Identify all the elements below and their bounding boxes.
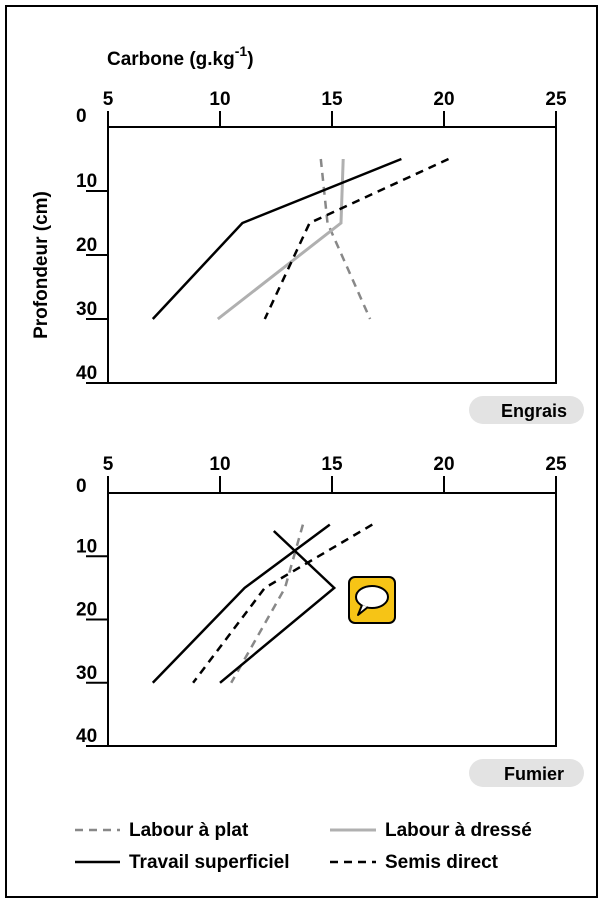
legend-label-travail-superficiel: Travail superficiel bbox=[129, 852, 290, 873]
legend-item-semis-direct: Semis direct bbox=[330, 852, 499, 873]
panel-badge-engrais: Engrais bbox=[469, 396, 584, 424]
y-tick-label: 40 bbox=[76, 363, 97, 384]
x-tick-label: 20 bbox=[433, 89, 454, 110]
y-tick-label: 40 bbox=[76, 726, 97, 747]
plot-frame bbox=[107, 492, 557, 747]
series-line-travail-superficiel bbox=[219, 530, 337, 684]
x-axis-title: Carbone (g.kg-1) bbox=[107, 43, 254, 70]
x-tick-label: 10 bbox=[209, 454, 230, 475]
y-tick-label: 30 bbox=[76, 299, 97, 320]
x-tick-label: 25 bbox=[545, 89, 567, 110]
y-tick-label: 20 bbox=[76, 600, 97, 621]
legend-label-labour-a-plat: Labour à plat bbox=[129, 820, 249, 841]
legend-item-labour-a-plat: Labour à plat bbox=[75, 820, 249, 841]
x-tick-label: 25 bbox=[545, 454, 567, 475]
legend-item-travail-superficiel: Travail superficiel bbox=[75, 852, 290, 873]
x-tick-label: 15 bbox=[321, 454, 343, 475]
plot-frame bbox=[107, 126, 557, 384]
series-line-labour-a-plat bbox=[319, 158, 372, 320]
panel-label-engrais: Engrais bbox=[501, 401, 567, 421]
x-tick-label: 10 bbox=[209, 89, 230, 110]
y-tick-label: 10 bbox=[76, 171, 97, 192]
speech-bubble-icon[interactable] bbox=[348, 576, 396, 624]
x-tick-label: 5 bbox=[103, 454, 114, 475]
y-tick-label: 30 bbox=[76, 663, 97, 684]
legend: Labour à plat Labour à dressé Travail su… bbox=[75, 820, 532, 873]
series-line-travail-superficiel bbox=[151, 157, 402, 320]
panel-badge-fumier: Fumier bbox=[469, 759, 584, 787]
series-line-semis-direct bbox=[192, 523, 373, 684]
y-tick-label: 0 bbox=[76, 106, 87, 127]
y-axis-title: Profondeur (cm) bbox=[31, 191, 52, 339]
x-tick-label: 20 bbox=[433, 454, 454, 475]
series-line-labour-a-dresse bbox=[216, 158, 345, 321]
legend-item-labour-a-dresse: Labour à dressé bbox=[330, 820, 532, 841]
legend-label-labour-a-dresse: Labour à dressé bbox=[385, 820, 532, 841]
y-tick-label: 20 bbox=[76, 235, 97, 256]
legend-label-semis-direct: Semis direct bbox=[385, 852, 499, 873]
series-line-semis-direct bbox=[263, 157, 450, 320]
y-tick-label: 10 bbox=[76, 536, 97, 557]
plot-panel-fumier: 5 10 15 20 25 0 10 20 30 40 bbox=[76, 454, 567, 747]
x-tick-label: 15 bbox=[321, 89, 343, 110]
series-line-travail-superficiel bbox=[151, 523, 331, 684]
x-tick-label: 5 bbox=[103, 89, 114, 110]
plot-panel-engrais: 5 10 15 20 25 0 10 20 30 40 bbox=[76, 89, 567, 384]
y-tick-label: 0 bbox=[76, 476, 87, 497]
figure-frame bbox=[5, 5, 598, 898]
series-line-labour-a-plat bbox=[230, 524, 305, 684]
panel-label-fumier: Fumier bbox=[504, 764, 564, 784]
